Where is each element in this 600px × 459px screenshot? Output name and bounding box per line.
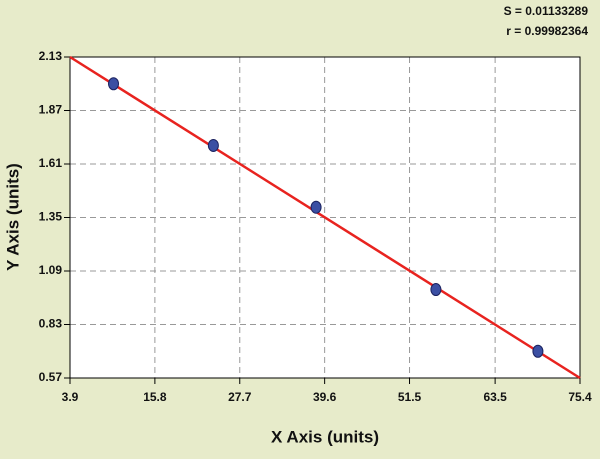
y-tick-label: 1.09 xyxy=(39,263,63,277)
x-tick-label: 27.7 xyxy=(228,390,252,404)
x-axis-title: X Axis (units) xyxy=(271,427,379,446)
y-tick-label: 1.35 xyxy=(39,210,63,224)
data-point xyxy=(532,344,544,358)
plot-border xyxy=(69,56,581,379)
x-tick-label: 51.5 xyxy=(398,390,422,404)
x-tick-label: 75.4 xyxy=(568,390,592,404)
x-tick-label: 3.9 xyxy=(62,390,79,404)
fit-line xyxy=(69,55,581,380)
data-point xyxy=(108,77,120,91)
x-tick-label: 63.5 xyxy=(483,390,507,404)
stat-s: S = 0.01133289 xyxy=(504,4,589,18)
data-point xyxy=(430,283,442,297)
y-tick-label: 0.83 xyxy=(39,317,63,331)
y-tick-label: 1.61 xyxy=(39,156,63,170)
y-tick-label: 2.13 xyxy=(39,49,63,63)
y-axis-title: Y Axis (units) xyxy=(3,163,22,271)
data-point xyxy=(207,138,219,152)
x-tick-label: 15.8 xyxy=(143,390,167,404)
stat-r: r = 0.99982364 xyxy=(506,24,588,38)
data-point xyxy=(310,200,322,214)
y-tick-label: 1.87 xyxy=(39,103,63,117)
y-tick-label: 0.57 xyxy=(39,370,63,384)
x-tick-label: 39.6 xyxy=(313,390,337,404)
